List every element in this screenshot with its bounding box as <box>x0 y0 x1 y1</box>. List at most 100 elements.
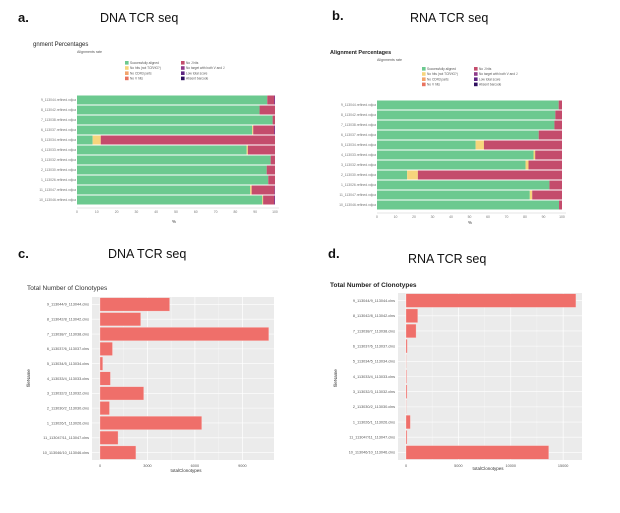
row-label: 4_113033/4_113033.clns <box>353 375 395 379</box>
chart-c-xlabel: totalClonotypes <box>170 468 202 473</box>
bar-segment <box>266 165 275 175</box>
legend-label: Successfully aligned <box>427 67 456 71</box>
bar <box>405 415 411 430</box>
bar-segment <box>77 185 251 195</box>
bar-segment <box>377 160 526 170</box>
row-label: 3_113032.refined.vdjca <box>41 158 76 162</box>
bar-segment <box>558 100 562 110</box>
row-label: 1_113026/1_113026.clns <box>47 421 89 425</box>
x-tick-label: 30 <box>431 215 435 219</box>
bar-segment <box>259 105 275 115</box>
bar-segment <box>555 110 562 120</box>
legend-swatch <box>474 77 478 81</box>
x-tick-label: 50 <box>468 215 472 219</box>
legend-swatch <box>125 66 129 70</box>
bar <box>99 371 111 386</box>
bar-segment <box>77 115 273 125</box>
bar-segment <box>77 145 247 155</box>
row-label: 9_113044/9_113044.clns <box>353 299 395 303</box>
panel-d-letter: d. <box>328 246 340 261</box>
row-label: 7_113038.refined.vdjca <box>41 118 76 122</box>
x-tick-label: 60 <box>194 210 198 214</box>
row-label: 1_113026.refined.vdjca <box>41 178 76 182</box>
legend-swatch <box>181 71 185 75</box>
bar-segment <box>77 175 269 185</box>
bar-segment <box>247 145 275 155</box>
x-tick-label: 0 <box>405 464 407 468</box>
x-tick-label: 100 <box>272 210 278 214</box>
bar-segment <box>533 150 536 160</box>
x-tick-label: 10000 <box>505 464 516 468</box>
bar-segment <box>529 190 533 200</box>
x-tick-label: 6000 <box>191 464 199 468</box>
bar <box>405 384 408 399</box>
legend-label: No target with both V and J <box>186 66 225 70</box>
bar-segment <box>262 195 264 205</box>
panel-d-heading: RNA TCR seq <box>408 252 486 266</box>
bar-segment <box>377 140 476 150</box>
legend-label: Low total score <box>186 71 208 75</box>
bar-segment <box>535 150 562 160</box>
legend-label: No hits (not TCR/IG?) <box>130 66 161 70</box>
x-tick-label: 70 <box>214 210 218 214</box>
row-label: 9_113044.refined.vdjca <box>341 103 376 107</box>
chart-b-title: Alignment Percentages <box>330 50 391 56</box>
x-tick-label: 5000 <box>454 464 462 468</box>
row-label: 7_113038/7_113038.clns <box>47 332 89 336</box>
chart-c-ylabel: fileName <box>26 369 31 387</box>
row-label: 8_113042/8_113042.clns <box>353 314 395 318</box>
legend-label: No target with both V and J <box>479 72 518 76</box>
row-label: 6_113037/6_113037.clns <box>47 347 89 351</box>
row-label: 11_113047/11_113047.clns <box>43 436 89 440</box>
row-label: 10_113046/10_113046.clns <box>349 451 395 455</box>
x-tick-label: 0 <box>76 210 78 214</box>
panel-a-letter: a. <box>18 10 29 25</box>
x-tick-label: 50 <box>174 210 178 214</box>
x-tick-label: 90 <box>253 210 257 214</box>
row-label: 6_113037.refined.vdjca <box>41 128 76 132</box>
bar-segment <box>251 185 275 195</box>
x-tick-label: 60 <box>486 215 490 219</box>
bar-segment <box>268 175 275 185</box>
bar-segment <box>483 140 562 150</box>
chart-c-title: Total Number of Clonotypes <box>27 285 108 292</box>
legend-swatch <box>422 82 426 87</box>
bar-segment <box>377 110 556 120</box>
row-label: 5_113034/5_113034.clns <box>47 362 89 366</box>
legend-label: No V hits <box>130 77 143 81</box>
x-tick-label: 40 <box>449 215 453 219</box>
x-tick-label: 10 <box>394 215 398 219</box>
legend-label: No J hits <box>479 67 492 71</box>
x-tick-label: 20 <box>412 215 416 219</box>
chart-a-subtitle: Alignments rate <box>77 50 102 54</box>
legend-swatch <box>181 61 185 65</box>
chart-b-subtitle: Alignments rate <box>377 58 402 62</box>
bar-segment <box>263 195 275 205</box>
x-tick-label: 80 <box>234 210 238 214</box>
bar-segment <box>528 160 562 170</box>
bar-segment <box>407 170 418 180</box>
bar-segment <box>272 115 275 125</box>
bar-segment <box>475 140 484 150</box>
bar-segment <box>92 135 101 145</box>
row-label: 3_113032.refined.vdjca <box>341 163 376 167</box>
bar-segment <box>270 155 275 165</box>
row-label: 2_113030/2_113030.clns <box>47 406 89 410</box>
x-tick-label: 100 <box>559 215 565 219</box>
clonotype-chart-rna: Total Number of Clonotypes totalClonotyp… <box>330 282 582 471</box>
x-tick-label: 0 <box>99 464 101 468</box>
bar-segment <box>554 120 562 130</box>
bar-segment <box>377 120 555 130</box>
bar-segment <box>246 145 248 155</box>
bar-segment <box>274 185 275 195</box>
row-label: 2_113030.refined.vdjca <box>341 173 376 177</box>
bar <box>405 445 549 460</box>
legend-swatch <box>422 72 426 76</box>
row-label: 6_113037.refined.vdjca <box>341 133 376 137</box>
bar-segment <box>100 135 275 145</box>
row-label: 8_113042.refined.vdjca <box>41 108 76 112</box>
bar-segment <box>274 95 275 105</box>
bar <box>405 430 408 445</box>
chart-a-xlabel: % <box>172 219 176 224</box>
bar-segment <box>377 150 534 160</box>
